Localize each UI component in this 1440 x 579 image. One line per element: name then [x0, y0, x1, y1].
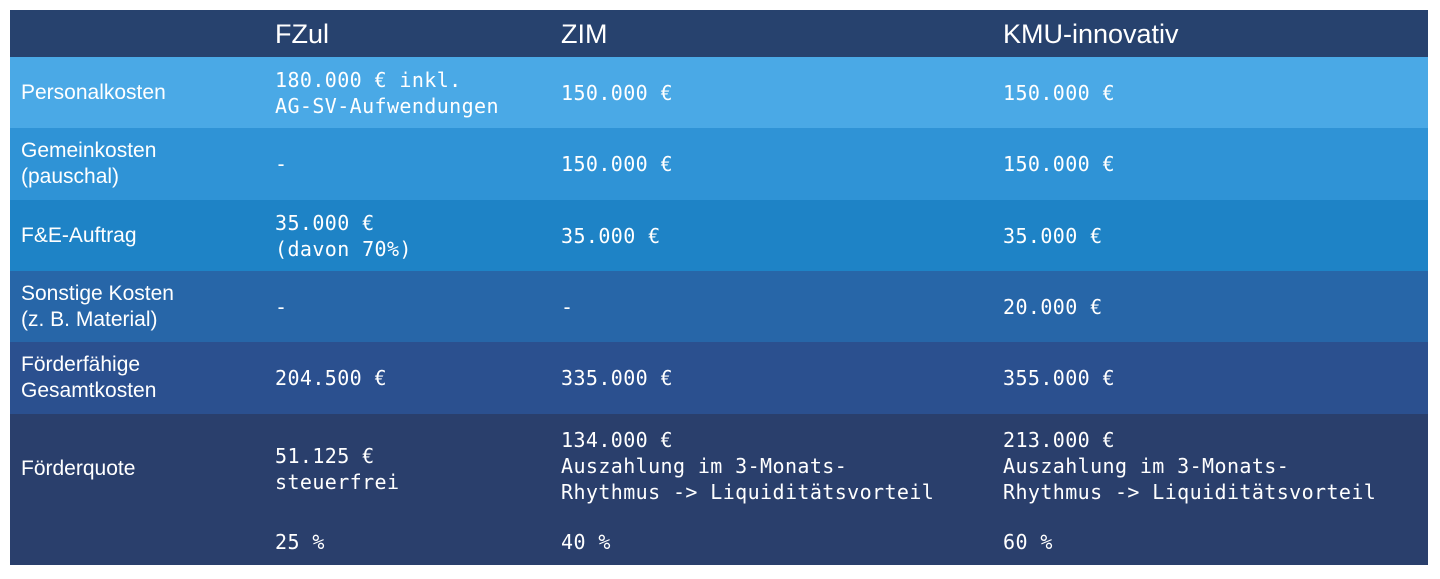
header-fzul: FZul [275, 18, 329, 49]
rate-zim: 40 % [561, 530, 611, 554]
table-row-personalkosten: Personalkosten 180.000 € inkl. AG-SV-Auf… [10, 57, 1428, 128]
cell-kmu: 20.000 € [1003, 294, 1103, 319]
row-label: F&E-Auftrag [21, 223, 137, 247]
row-label: Förderfähige Gesamtkosten [21, 353, 157, 402]
table-row-sonstige-kosten: Sonstige Kosten (z. B. Material) - - 20.… [10, 271, 1428, 342]
header-zim: ZIM [561, 18, 608, 49]
cell-kmu: 213.000 € Auszahlung im 3-Monats- Rhythm… [1003, 428, 1377, 504]
funding-comparison-table: FZul ZIM KMU-innovativ Personalkosten 18… [10, 10, 1428, 565]
table-row-gemeinkosten: Gemeinkosten (pauschal) - 150.000 € 150.… [10, 128, 1428, 200]
table-row-foerderfaehige-gesamtkosten: Förderfähige Gesamtkosten 204.500 € 335.… [10, 342, 1428, 414]
rate-fzul: 25 % [275, 530, 325, 554]
cell-kmu: 150.000 € [1003, 80, 1115, 105]
row-label: Gemeinkosten (pauschal) [21, 139, 157, 188]
cell-fzul: - [275, 294, 288, 319]
row-label: Förderquote [21, 457, 136, 480]
cell-kmu: 355.000 € [1003, 366, 1115, 390]
row-label: Sonstige Kosten (z. B. Material) [21, 281, 174, 331]
header-kmu-innovativ: KMU-innovativ [1003, 18, 1179, 49]
cell-zim: 35.000 € [561, 223, 661, 248]
cell-fzul: 204.500 € [275, 366, 387, 390]
cell-zim: 150.000 € [561, 152, 673, 176]
cell-zim: 335.000 € [561, 366, 673, 390]
header-empty-cell [10, 10, 264, 57]
cell-fzul: 180.000 € inkl. AG-SV-Aufwendungen [275, 67, 499, 118]
cell-zim: 134.000 € Auszahlung im 3-Monats- Rhythm… [561, 428, 935, 504]
rate-kmu: 60 % [1003, 530, 1053, 554]
cell-kmu: 150.000 € [1003, 152, 1115, 176]
cell-fzul: - [275, 152, 288, 176]
cell-zim: - [561, 294, 574, 319]
table-row-fe-auftrag: F&E-Auftrag 35.000 € (davon 70%) 35.000 … [10, 200, 1428, 271]
cell-kmu: 35.000 € [1003, 223, 1103, 248]
cell-zim: 150.000 € [561, 80, 673, 105]
cell-fzul: 35.000 € (davon 70%) [275, 210, 412, 261]
cell-fzul: 51.125 € steuerfrei [275, 444, 400, 494]
rate-label-empty [10, 524, 264, 565]
row-label: Personalkosten [21, 80, 166, 104]
table-header-row: FZul ZIM KMU-innovativ [10, 10, 1428, 57]
table-row-foerderquote: Förderquote 51.125 € steuerfrei 134.000 … [10, 414, 1428, 565]
